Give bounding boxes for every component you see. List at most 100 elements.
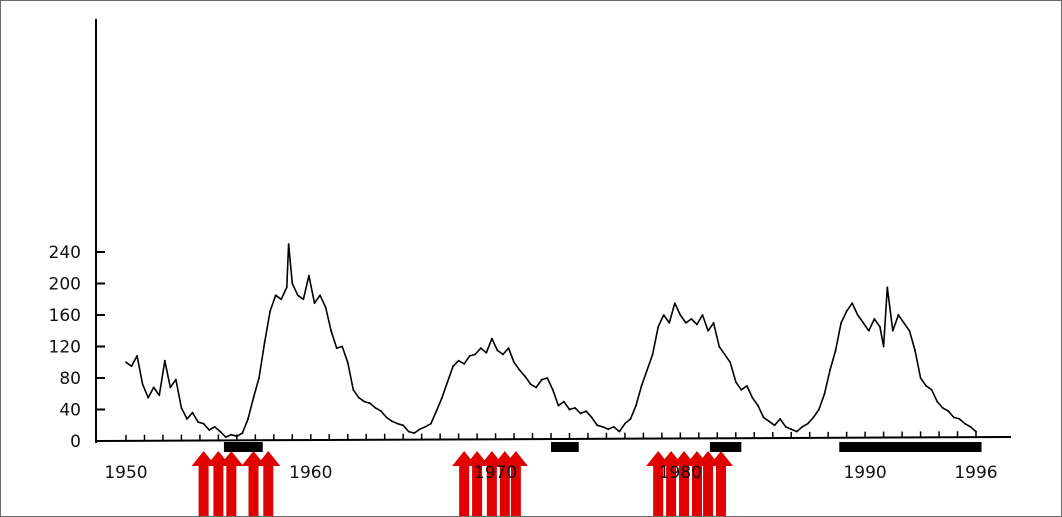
data-point bbox=[158, 394, 161, 397]
series bbox=[125, 243, 977, 438]
y-tick-label: 200 bbox=[49, 275, 81, 295]
data-point bbox=[319, 294, 321, 297]
data-point bbox=[374, 407, 377, 409]
data-point bbox=[263, 341, 266, 344]
y-tick-label: 0 bbox=[70, 432, 81, 452]
data-point bbox=[806, 422, 809, 425]
data-point bbox=[812, 416, 815, 419]
data-point bbox=[668, 321, 671, 324]
data-point bbox=[346, 361, 349, 364]
data-point bbox=[507, 347, 510, 349]
red-arrow bbox=[256, 451, 281, 516]
data-point bbox=[851, 302, 854, 305]
data-point bbox=[308, 274, 310, 277]
data-point bbox=[169, 386, 172, 389]
data-point bbox=[147, 396, 150, 399]
data-point bbox=[919, 377, 922, 379]
data-point bbox=[136, 355, 138, 357]
data-point bbox=[197, 421, 199, 423]
data-point bbox=[330, 329, 333, 332]
data-point bbox=[180, 407, 183, 409]
data-point bbox=[629, 418, 632, 420]
data-point bbox=[818, 408, 820, 411]
data-point bbox=[535, 386, 538, 389]
data-point bbox=[269, 310, 272, 312]
red-arrow bbox=[672, 451, 697, 516]
red-arrow bbox=[452, 451, 477, 516]
red-arrow bbox=[241, 451, 266, 516]
data-point bbox=[557, 404, 560, 407]
data-point bbox=[468, 355, 471, 357]
data-point bbox=[734, 381, 737, 383]
data-point bbox=[723, 353, 726, 356]
data-point bbox=[585, 410, 588, 412]
data-point bbox=[673, 302, 676, 305]
x-tick-label: 1980 bbox=[659, 463, 702, 483]
data-point bbox=[396, 422, 399, 425]
data-point bbox=[513, 361, 515, 364]
data-point bbox=[429, 422, 432, 425]
y-tick-label: 160 bbox=[49, 306, 81, 326]
data-point bbox=[418, 428, 421, 431]
data-point bbox=[823, 392, 826, 395]
data-point bbox=[590, 416, 593, 419]
data-point bbox=[684, 321, 687, 324]
data-point bbox=[291, 282, 294, 285]
red-arrow bbox=[492, 451, 517, 516]
red-arrow bbox=[646, 451, 671, 516]
y-tick-label: 240 bbox=[49, 243, 81, 263]
data-point bbox=[908, 329, 911, 332]
data-point bbox=[540, 378, 543, 381]
data-point bbox=[779, 418, 782, 420]
data-point bbox=[202, 422, 205, 425]
x-tick-label: 1950 bbox=[104, 463, 147, 483]
data-point bbox=[646, 369, 648, 372]
red-arrow bbox=[206, 451, 231, 516]
data-point bbox=[635, 404, 637, 407]
data-point bbox=[574, 407, 576, 409]
x-tick-label: 1996 bbox=[954, 463, 997, 483]
data-point bbox=[975, 430, 977, 433]
data-point bbox=[601, 425, 604, 428]
data-point bbox=[524, 375, 527, 378]
data-point bbox=[914, 349, 916, 352]
data-point bbox=[751, 396, 754, 399]
data-point bbox=[662, 314, 665, 316]
data-point bbox=[208, 429, 211, 431]
data-point bbox=[784, 425, 787, 428]
data-point bbox=[947, 410, 950, 412]
data-point bbox=[856, 314, 859, 316]
data-point bbox=[867, 329, 870, 332]
data-point bbox=[679, 314, 682, 316]
data-point bbox=[435, 410, 438, 412]
data-point bbox=[712, 321, 715, 324]
data-point bbox=[696, 323, 698, 326]
data-point bbox=[840, 321, 843, 324]
red-arrow bbox=[709, 451, 733, 516]
data-point bbox=[496, 349, 499, 352]
red-arrow bbox=[503, 451, 528, 516]
data-point bbox=[174, 378, 177, 381]
data-point bbox=[502, 353, 504, 356]
y-tick-label: 80 bbox=[59, 369, 81, 389]
data-point bbox=[352, 388, 355, 391]
dark-bar bbox=[551, 442, 579, 452]
data-point bbox=[446, 381, 449, 383]
data-point bbox=[690, 318, 693, 320]
tick-labels: 0 40 80 120 160 200 240 1950 1960 1970 1980 1990 199… bbox=[49, 243, 998, 483]
series-line bbox=[125, 243, 977, 438]
data-point bbox=[424, 425, 427, 428]
data-point bbox=[452, 365, 454, 368]
data-point bbox=[141, 383, 144, 386]
data-point bbox=[463, 362, 466, 365]
data-point bbox=[296, 294, 299, 297]
data-point bbox=[287, 243, 290, 246]
axes bbox=[95, 19, 1012, 443]
data-point bbox=[285, 286, 288, 289]
data-point bbox=[624, 422, 626, 425]
data-point bbox=[546, 377, 549, 379]
data-point bbox=[941, 407, 944, 409]
data-point bbox=[568, 408, 571, 411]
red-arrow bbox=[479, 451, 504, 516]
data-point bbox=[740, 388, 743, 391]
